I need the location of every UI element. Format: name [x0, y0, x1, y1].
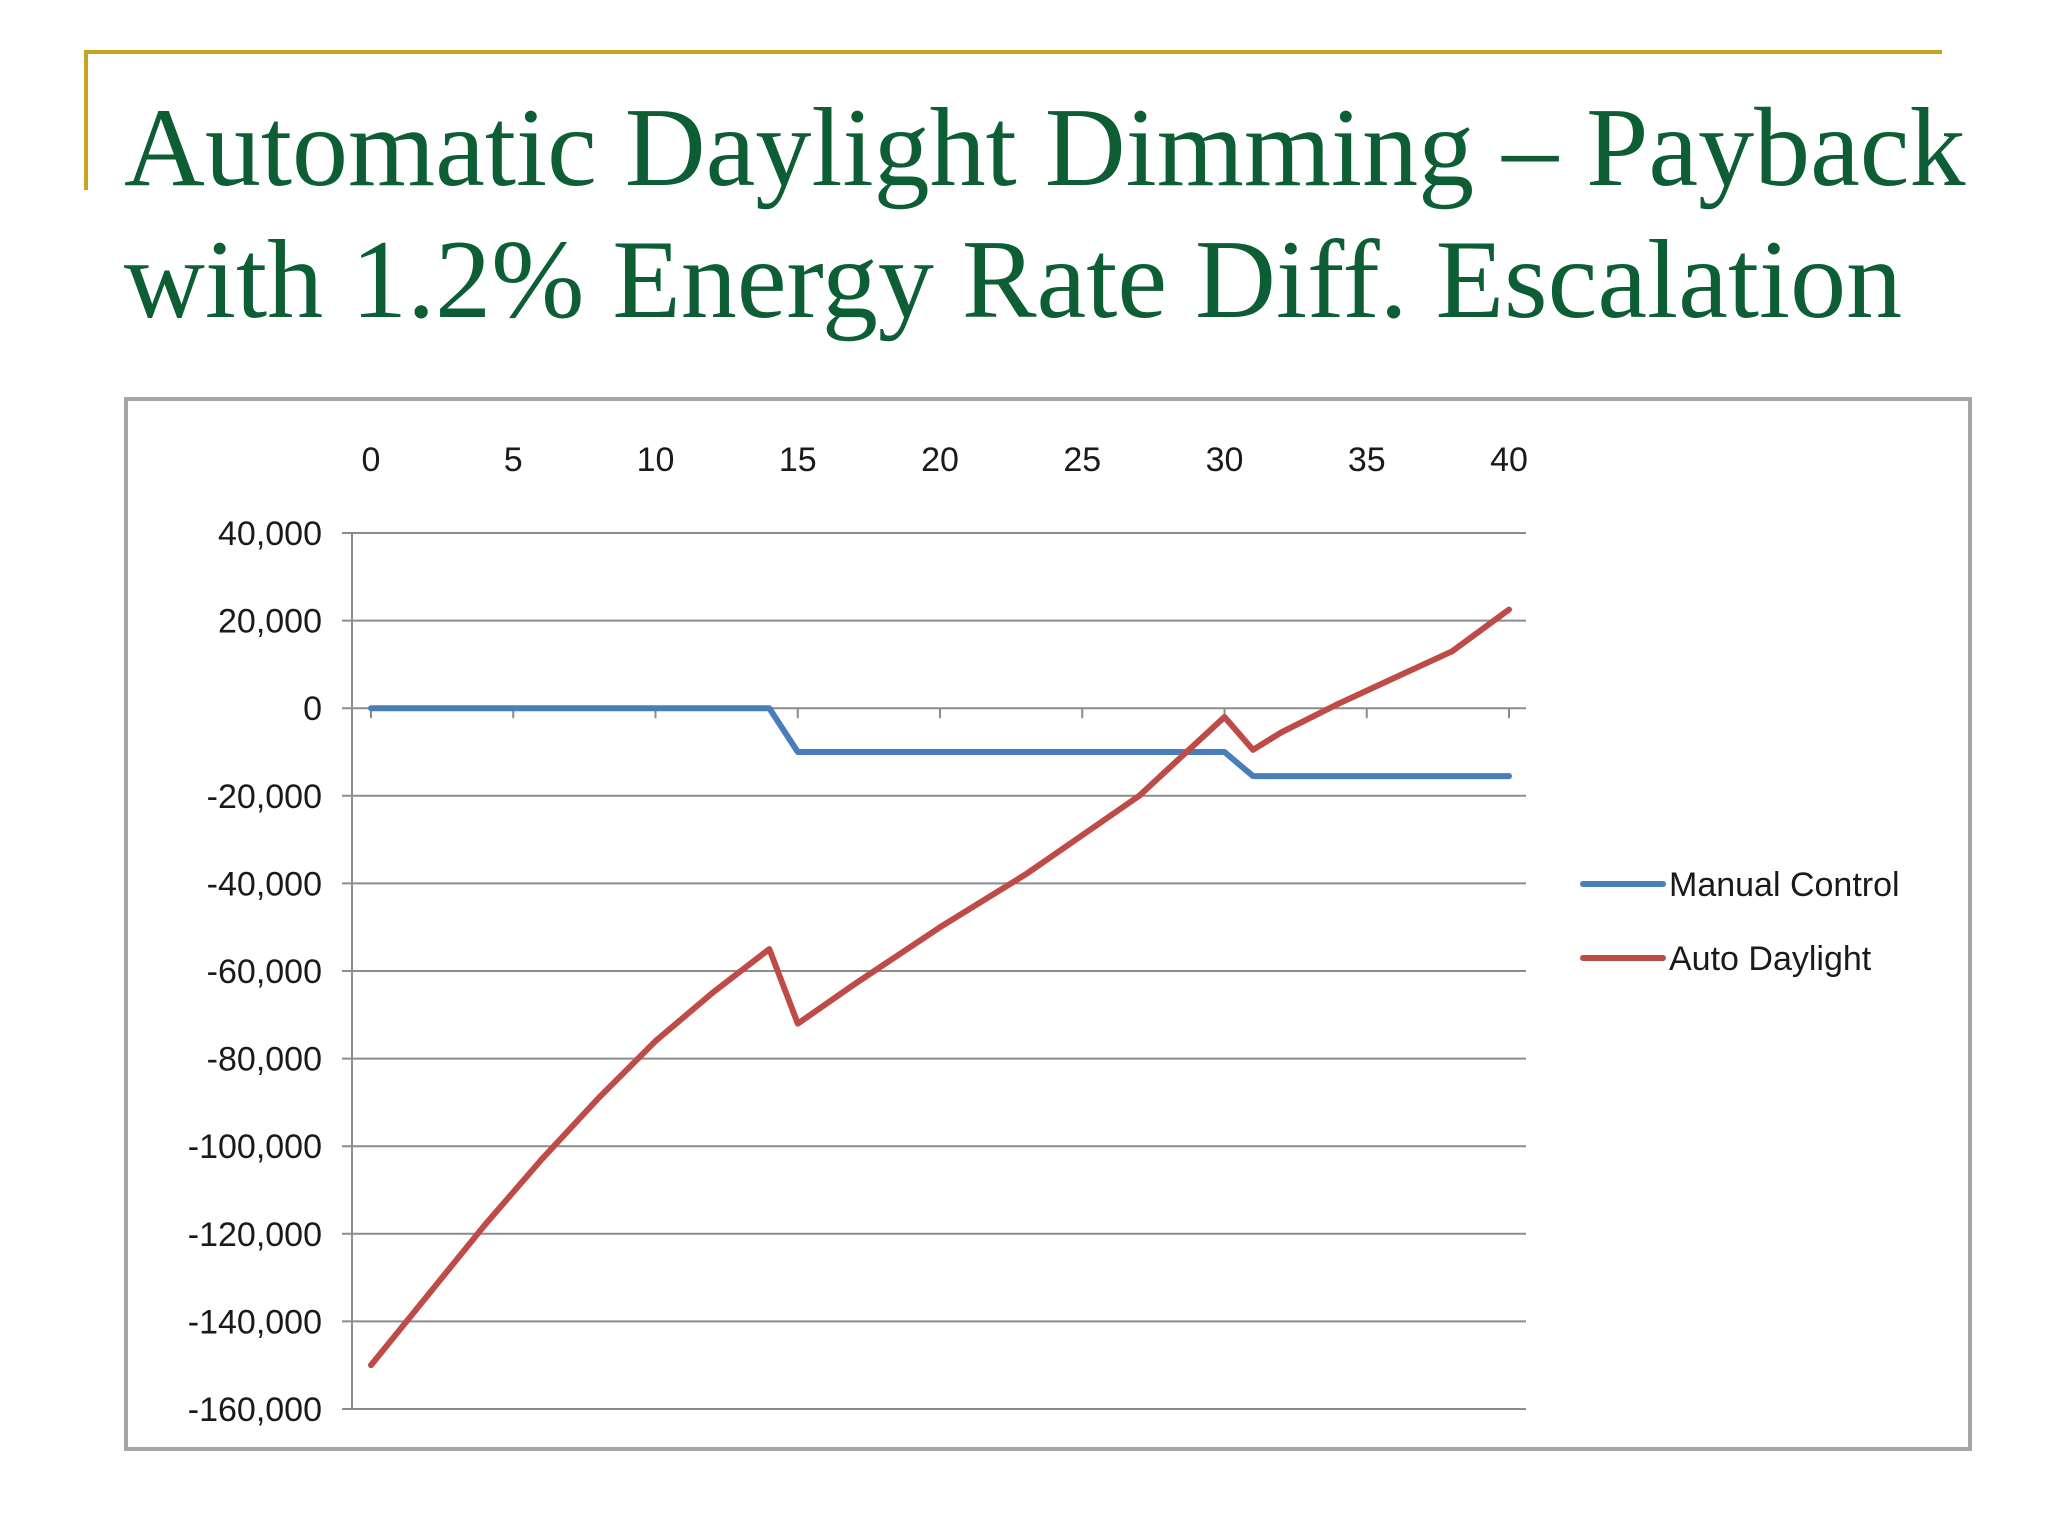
title-accent-line-top [84, 50, 1942, 54]
y-tick-label: -160,000 [188, 1391, 322, 1429]
x-tick-label: 35 [1348, 441, 1386, 479]
y-tick-label: -100,000 [188, 1128, 322, 1166]
y-tick-label: -120,000 [188, 1216, 322, 1254]
slide-title-line-2: with 1.2% Energy Rate Diff. Escalation [124, 218, 1903, 342]
y-tick-label: -40,000 [207, 865, 322, 903]
legend-label: Auto Daylight [1669, 940, 1872, 978]
x-tick-label: 40 [1490, 441, 1528, 479]
legend-label: Manual Control [1669, 866, 1900, 904]
x-tick-label: 15 [779, 441, 817, 479]
y-tick-label: -80,000 [207, 1041, 322, 1079]
slide-title: Automatic Daylight Dimming – Payback wit… [124, 82, 2004, 346]
slide-title-line-1: Automatic Daylight Dimming – Payback [124, 86, 1966, 210]
x-tick-label: 10 [637, 441, 675, 479]
x-tick-label: 30 [1206, 441, 1244, 479]
series-line-manual-control [368, 705, 1512, 780]
series-line-auto-daylight [368, 606, 1512, 1369]
y-tick-label: -60,000 [207, 953, 322, 991]
x-tick-label: 0 [362, 441, 381, 479]
y-tick-label: 20,000 [218, 603, 322, 641]
x-tick-label: 5 [504, 441, 523, 479]
x-tick-label: 25 [1063, 441, 1101, 479]
x-tick-label: 20 [921, 441, 959, 479]
y-tick-label: -140,000 [188, 1303, 322, 1341]
chart-frame: 40,000 20,000 0 -20,000 -40,000 -60,000 -80,00… [124, 397, 1972, 1451]
y-tick-label: -20,000 [207, 778, 322, 816]
title-accent-line-left [84, 50, 88, 190]
payback-line-chart: 40,000 20,000 0 -20,000 -40,000 -60,000 -80,00… [188, 441, 1900, 1429]
y-tick-label: 0 [303, 690, 322, 728]
y-tick-label: 40,000 [218, 515, 322, 553]
